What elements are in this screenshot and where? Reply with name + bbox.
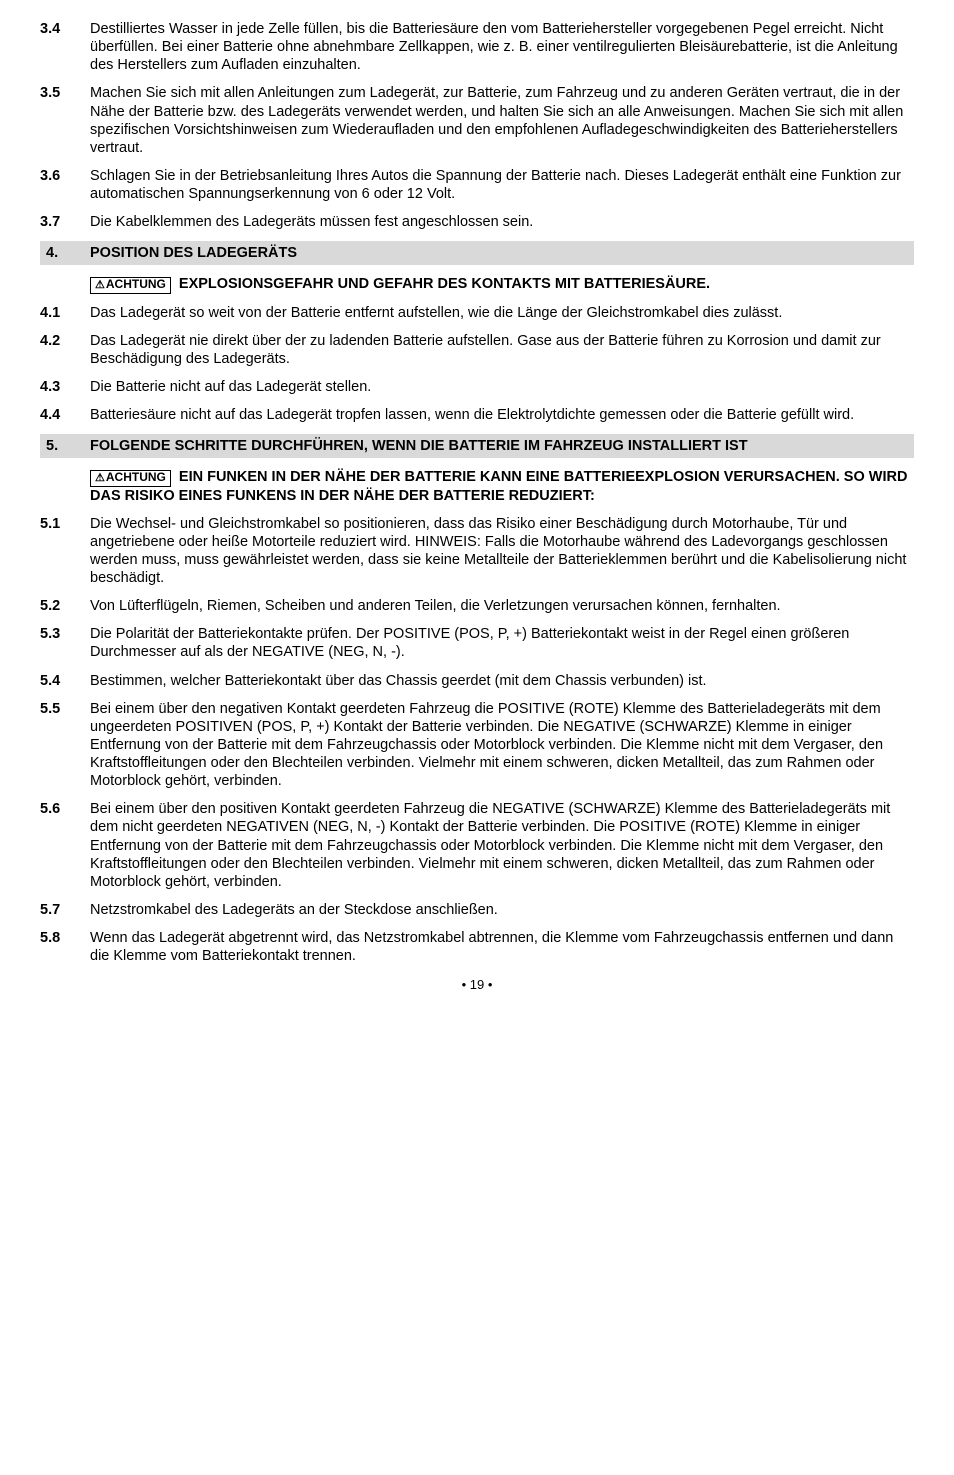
item-number: 4.1 (40, 304, 90, 322)
list-item: 5.5 Bei einem über den negativen Kontakt… (40, 700, 914, 791)
list-item: 4.1 Das Ladegerät so weit von der Batter… (40, 304, 914, 322)
list-item: 5.4 Bestimmen, welcher Batteriekontakt ü… (40, 672, 914, 690)
list-item: 5.7 Netzstromkabel des Ladegeräts an der… (40, 901, 914, 919)
item-number: 3.5 (40, 84, 90, 157)
section-number: 5. (40, 437, 90, 455)
list-item: 5.2 Von Lüfterflügeln, Riemen, Scheiben … (40, 597, 914, 615)
list-item: 5.8 Wenn das Ladegerät abgetrennt wird, … (40, 929, 914, 965)
section-header: 4. POSITION DES LADEGERÄTS (40, 241, 914, 265)
item-text: Die Batterie nicht auf das Ladegerät ste… (90, 378, 914, 396)
page-number: • 19 • (40, 977, 914, 993)
list-item: 5.1 Die Wechsel- und Gleichstromkabel so… (40, 515, 914, 588)
item-text: Netzstromkabel des Ladegeräts an der Ste… (90, 901, 914, 919)
list-item: 4.4 Batteriesäure nicht auf das Ladegerä… (40, 406, 914, 424)
list-item: 4.3 Die Batterie nicht auf das Ladegerät… (40, 378, 914, 396)
item-text: Batteriesäure nicht auf das Ladegerät tr… (90, 406, 914, 424)
item-number: 5.1 (40, 515, 90, 588)
item-text: Die Kabelklemmen des Ladegeräts müssen f… (90, 213, 914, 231)
section-header: 5. FOLGENDE SCHRITTE DURCHFÜHREN, WENN D… (40, 434, 914, 458)
item-text: Machen Sie sich mit allen Anleitungen zu… (90, 84, 914, 157)
item-number: 4.2 (40, 332, 90, 368)
item-number: 5.5 (40, 700, 90, 791)
item-number: 5.2 (40, 597, 90, 615)
warning-label: ACHTUNG (90, 470, 171, 486)
list-item: 3.7 Die Kabelklemmen des Ladegeräts müss… (40, 213, 914, 231)
warning-text: EIN FUNKEN IN DER NÄHE DER BATTERIE KANN… (90, 469, 907, 503)
item-text: Destilliertes Wasser in jede Zelle fülle… (90, 20, 914, 74)
list-item: 5.3 Die Polarität der Batteriekontakte p… (40, 625, 914, 661)
item-number: 4.3 (40, 378, 90, 396)
warning-label: ACHTUNG (90, 277, 171, 293)
warning-block: ACHTUNG EIN FUNKEN IN DER NÄHE DER BATTE… (90, 468, 914, 504)
item-text: Wenn das Ladegerät abgetrennt wird, das … (90, 929, 914, 965)
list-item: 3.5 Machen Sie sich mit allen Anleitunge… (40, 84, 914, 157)
section-title: FOLGENDE SCHRITTE DURCHFÜHREN, WENN DIE … (90, 437, 914, 455)
document-page: 3.4 Destilliertes Wasser in jede Zelle f… (0, 0, 954, 1014)
item-text: Die Polarität der Batteriekontakte prüfe… (90, 625, 914, 661)
item-text: Das Ladegerät nie direkt über der zu lad… (90, 332, 914, 368)
item-number: 5.4 (40, 672, 90, 690)
item-number: 3.4 (40, 20, 90, 74)
item-number: 3.7 (40, 213, 90, 231)
list-item: 5.6 Bei einem über den positiven Kontakt… (40, 800, 914, 891)
section-number: 4. (40, 244, 90, 262)
item-number: 5.6 (40, 800, 90, 891)
item-number: 4.4 (40, 406, 90, 424)
list-item: 4.2 Das Ladegerät nie direkt über der zu… (40, 332, 914, 368)
list-item: 3.6 Schlagen Sie in der Betriebsanleitun… (40, 167, 914, 203)
item-number: 5.3 (40, 625, 90, 661)
section-title: POSITION DES LADEGERÄTS (90, 244, 914, 262)
item-number: 5.7 (40, 901, 90, 919)
list-item: 3.4 Destilliertes Wasser in jede Zelle f… (40, 20, 914, 74)
item-text: Bestimmen, welcher Batteriekontakt über … (90, 672, 914, 690)
warning-block: ACHTUNG EXPLOSIONSGEFAHR UND GEFAHR DES … (90, 275, 914, 293)
item-text: Die Wechsel- und Gleichstromkabel so pos… (90, 515, 914, 588)
item-text: Bei einem über den positiven Kontakt gee… (90, 800, 914, 891)
item-number: 3.6 (40, 167, 90, 203)
item-text: Schlagen Sie in der Betriebsanleitung Ih… (90, 167, 914, 203)
item-text: Bei einem über den negativen Kontakt gee… (90, 700, 914, 791)
warning-text: EXPLOSIONSGEFAHR UND GEFAHR DES KONTAKTS… (175, 276, 710, 292)
item-number: 5.8 (40, 929, 90, 965)
item-text: Das Ladegerät so weit von der Batterie e… (90, 304, 914, 322)
item-text: Von Lüfterflügeln, Riemen, Scheiben und … (90, 597, 914, 615)
